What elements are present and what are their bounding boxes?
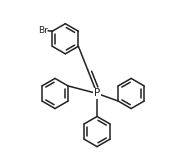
Text: P: P xyxy=(94,88,100,99)
Text: Br: Br xyxy=(38,26,48,35)
